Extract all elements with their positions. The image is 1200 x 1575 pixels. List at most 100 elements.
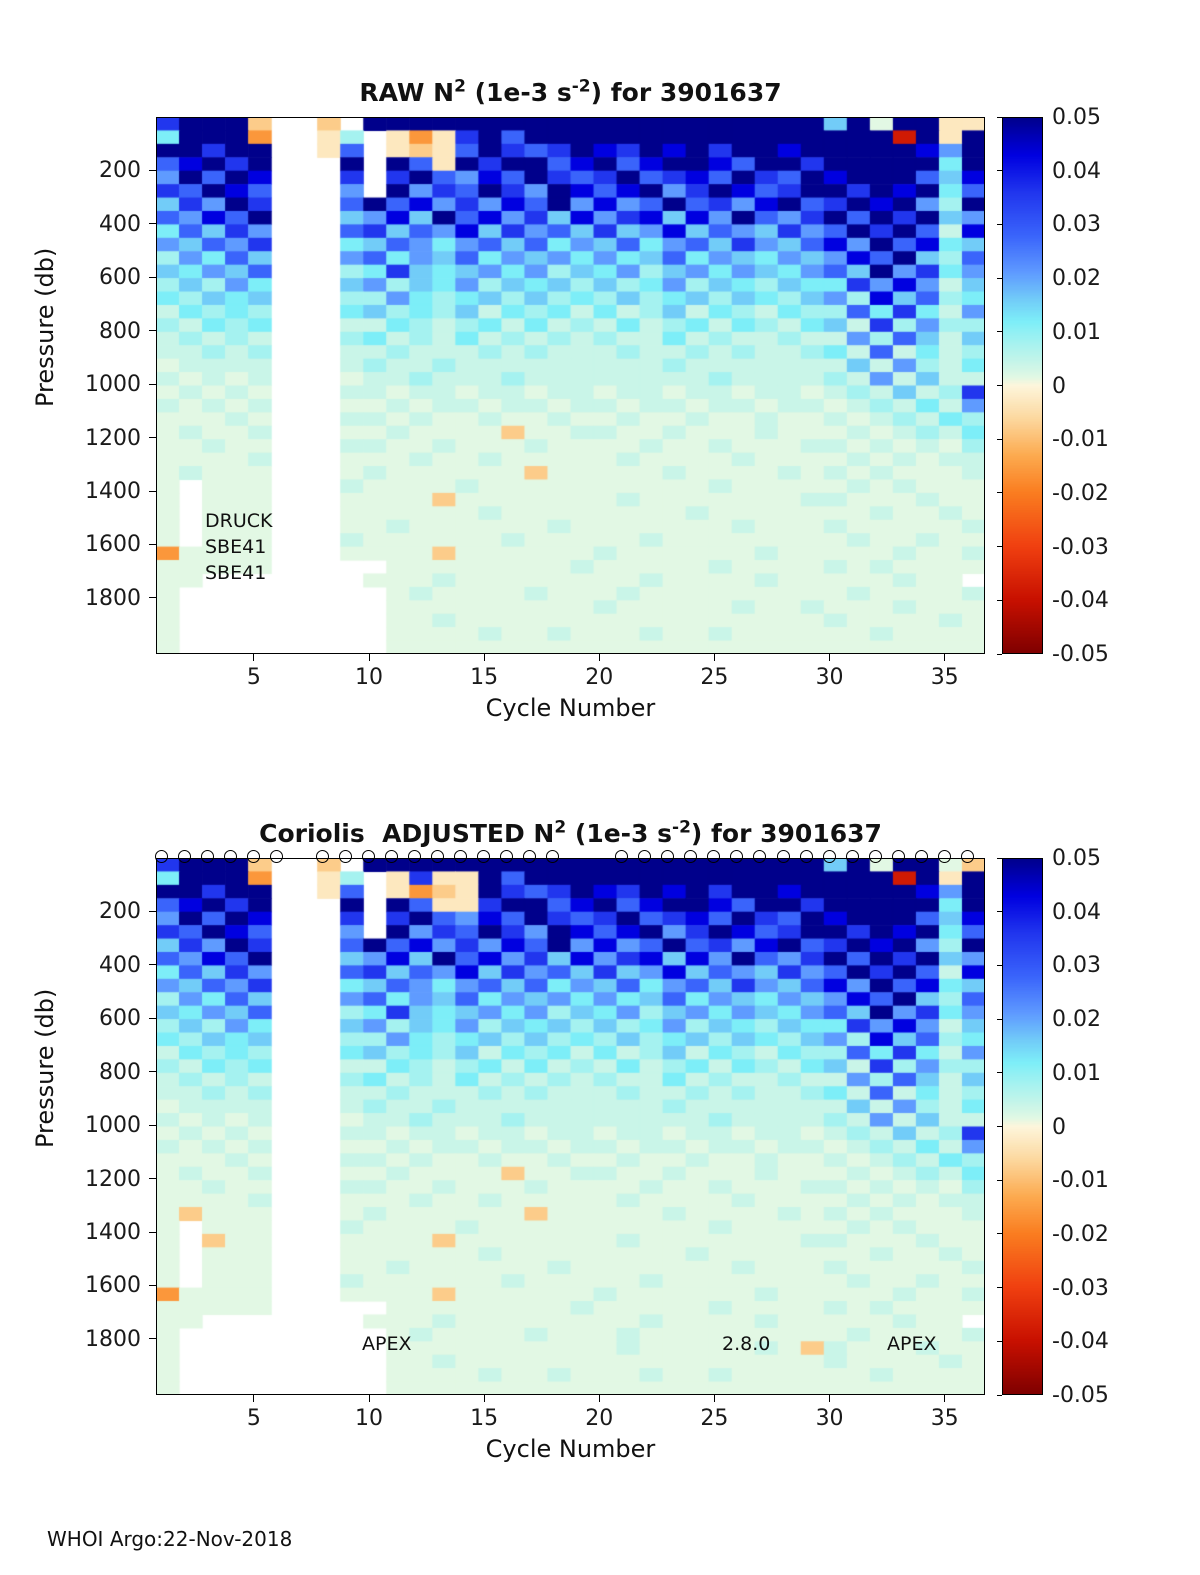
firmware-version-annotation: 2.8.0 [722, 1333, 771, 1355]
cycle-marker-circle [246, 850, 260, 863]
title-superscript: -2 [571, 76, 591, 97]
colorbar-tick-label: -0.02 [1052, 480, 1109, 506]
title-superscript: 2 [554, 817, 567, 838]
cycle-marker-circle [845, 850, 859, 863]
cycle-marker-circle [154, 850, 168, 863]
y-tick-label: 1800 [85, 1326, 141, 1352]
y-tick-label: 1400 [85, 1220, 141, 1246]
cycle-marker-circle [500, 850, 514, 863]
y-tick-mark [149, 964, 156, 966]
x-tick-label: 30 [815, 1406, 844, 1431]
colorbar-tick-label: 0.01 [1052, 319, 1101, 345]
y-tick-mark [149, 223, 156, 225]
y-tick-label: 1600 [85, 532, 141, 558]
colorbar-tick-label: -0.03 [1052, 534, 1109, 560]
colorbar-tick-mark [997, 1394, 1002, 1396]
cycle-marker-circle [937, 850, 951, 863]
y-tick-mark [149, 597, 156, 599]
cycle-marker-circle [684, 850, 698, 863]
y-tick-mark [149, 1071, 156, 1073]
y-tick-label: 800 [99, 1059, 141, 1085]
cycle-marker-circle [776, 850, 790, 863]
y-tick-label: 1000 [85, 1113, 141, 1139]
y-tick-mark [149, 169, 156, 171]
top-panel-title: RAW N2 (1e-3 s-2) for 3901637 [156, 78, 985, 107]
x-tick-label: 10 [355, 1406, 383, 1431]
y-tick-mark [149, 543, 156, 545]
cycle-marker-circle [338, 850, 352, 863]
x-tick-label: 15 [470, 1406, 499, 1431]
sensor-line-ctd1: SBE41 [205, 536, 267, 558]
colorbar-tick-mark [997, 1340, 1002, 1342]
x-tick-label: 25 [700, 1406, 729, 1431]
colorbar-tick-mark [997, 599, 1002, 601]
raw-n2-heatmap [156, 117, 985, 654]
x-tick-label: 35 [930, 1406, 959, 1431]
cycle-marker-circle [707, 850, 721, 863]
colorbar-tick-label: -0.03 [1052, 1275, 1109, 1301]
cycle-marker-circle [914, 850, 928, 863]
sensor-line-pressure: DRUCK [205, 510, 273, 532]
x-tick-label: 10 [355, 665, 383, 690]
cycle-marker-circle [615, 850, 629, 863]
bottom-panel-title: Coriolis ADJUSTED N2 (1e-3 s-2) for 3901… [156, 819, 985, 848]
colorbar-tick-label: 0.02 [1052, 266, 1101, 292]
cycle-marker-circle [431, 850, 445, 863]
top-y-axis-label: Pressure (db) [31, 247, 59, 407]
x-tick-mark [713, 1395, 715, 1402]
x-tick-mark [713, 654, 715, 661]
x-tick-mark [368, 654, 370, 661]
colorbar-tick-label: 0.05 [1052, 105, 1101, 130]
bottom-y-axis-label: Pressure (db) [31, 988, 59, 1148]
y-tick-mark [149, 1124, 156, 1126]
y-tick-label: 1400 [85, 479, 141, 505]
cycle-marker-circle [730, 850, 744, 863]
colorbar-tick-mark [997, 170, 1002, 172]
colorbar-tick-mark [997, 385, 1002, 386]
cycle-marker-circle [822, 850, 836, 863]
x-tick-mark [253, 1395, 255, 1402]
cycle-marker-circle [408, 850, 422, 863]
colorbar-tick-mark [997, 964, 1002, 966]
colorbar-tick-mark [997, 1233, 1002, 1235]
title-text: ) for 3901637 [690, 819, 882, 848]
x-tick-mark [829, 654, 831, 661]
y-tick-mark [149, 1231, 156, 1233]
y-tick-mark [149, 1178, 156, 1180]
cycle-marker-circle [177, 850, 191, 863]
y-tick-label: 1800 [85, 585, 141, 611]
colorbar-tick-label: 0 [1052, 1114, 1066, 1140]
cycle-marker-circle [269, 850, 283, 863]
colorbar-tick-mark [997, 277, 1002, 279]
cycle-marker-circle [385, 850, 399, 863]
platform-annotation-2: APEX [887, 1333, 937, 1355]
top-colorbar [1002, 117, 1043, 654]
colorbar-tick-mark [997, 1072, 1002, 1074]
colorbar-tick-mark [997, 223, 1002, 225]
cycle-marker-circle [891, 850, 905, 863]
adjusted-n2-heatmap [156, 858, 985, 1395]
colorbar-tick-mark [997, 331, 1002, 333]
y-tick-mark [149, 330, 156, 332]
x-tick-label: 5 [246, 1406, 261, 1431]
colorbar-tick-mark [997, 911, 1002, 913]
x-tick-mark [598, 654, 600, 661]
x-tick-mark [483, 654, 485, 661]
bottom-x-axis-label: Cycle Number [485, 1435, 656, 1463]
cycle-marker-circle [661, 850, 675, 863]
cycle-marker-circle [315, 850, 329, 863]
x-tick-mark [368, 1395, 370, 1402]
colorbar-tick-label: 0.05 [1052, 846, 1101, 871]
cycle-marker-circle [753, 850, 767, 863]
y-tick-label: 1200 [85, 425, 141, 451]
y-tick-mark [149, 910, 156, 912]
cycle-marker-circle [454, 850, 468, 863]
colorbar-tick-mark [997, 857, 1002, 859]
title-text: ) for 3901637 [590, 78, 782, 107]
x-tick-label: 20 [585, 1406, 614, 1431]
colorbar-tick-mark [997, 546, 1002, 548]
y-tick-mark [149, 490, 156, 492]
x-tick-label: 20 [585, 665, 614, 690]
y-tick-label: 200 [99, 158, 141, 184]
